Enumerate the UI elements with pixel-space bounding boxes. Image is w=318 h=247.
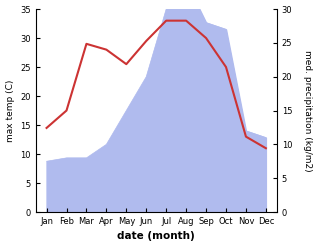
- X-axis label: date (month): date (month): [117, 231, 195, 242]
- Y-axis label: max temp (C): max temp (C): [5, 79, 15, 142]
- Y-axis label: med. precipitation (kg/m2): med. precipitation (kg/m2): [303, 50, 313, 171]
